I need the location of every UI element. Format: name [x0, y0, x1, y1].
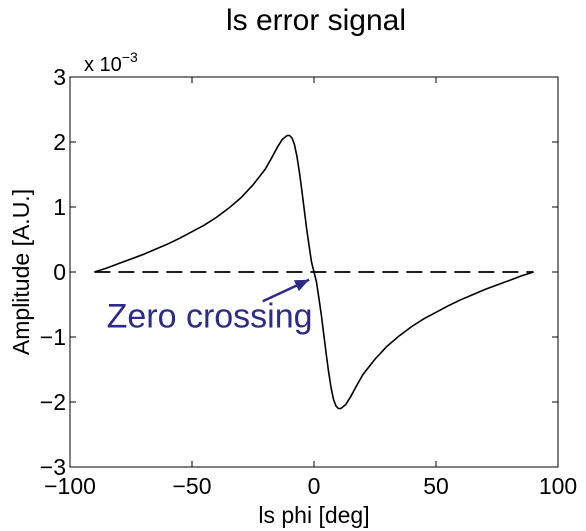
y-axis-label: Amplitude [A.U.] [8, 189, 34, 355]
y-tick-label: −3 [40, 454, 66, 480]
y-tick-label: −1 [40, 324, 66, 350]
annotations: Zero crossing [107, 278, 313, 335]
x-tick-label: −50 [172, 473, 211, 499]
x-tick-label: 50 [423, 473, 449, 499]
series-group [94, 134, 534, 410]
y-tick-label: 3 [53, 64, 66, 90]
y-tick-label: 0 [53, 259, 66, 285]
annotation-text: Zero crossing [107, 297, 313, 335]
x-tick-label: −100 [44, 473, 96, 499]
y-tick-label: 1 [53, 194, 66, 220]
axis-ticks: −100 −50 0 50 100 −3 −2 −1 0 1 2 3 [40, 64, 577, 499]
y-multiplier: x 10−3 [84, 49, 138, 76]
x-tick-label: 0 [308, 473, 321, 499]
y-tick-label: 2 [53, 129, 66, 155]
chart-title: ls error signal [226, 4, 406, 37]
y-tick-label: −2 [40, 389, 66, 415]
annotation-arrow-head [293, 279, 310, 292]
x-axis-label: ls phi [deg] [258, 502, 369, 528]
x-tick-label: 100 [539, 473, 577, 499]
y-multiplier-base: x 10 [84, 54, 122, 76]
y-multiplier-exponent: −3 [122, 49, 138, 65]
